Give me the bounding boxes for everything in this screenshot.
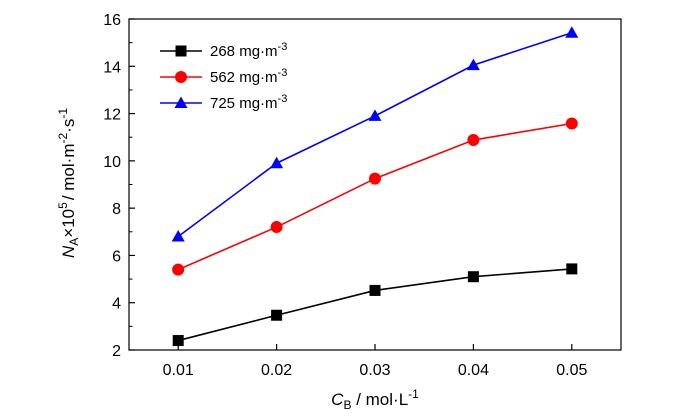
data-point — [369, 172, 381, 185]
x-label-sub: B — [343, 398, 351, 412]
x-tick-label: 0.04 — [458, 362, 489, 379]
data-point — [566, 263, 578, 275]
data-point — [467, 271, 479, 283]
x-label-italic: C — [331, 390, 344, 409]
y-label-sup3: -1 — [56, 108, 70, 119]
data-point — [172, 335, 184, 347]
data-point — [171, 230, 185, 242]
data-point — [270, 221, 283, 234]
data-point — [466, 58, 480, 71]
legend-label: 725 mg·m-3 — [210, 93, 287, 112]
x-tick-label: 0.01 — [163, 362, 194, 379]
data-point — [369, 284, 381, 296]
y-tick-label: 12 — [103, 107, 121, 124]
x-tick-label: 0.05 — [556, 362, 587, 379]
y-label-sup2: -2 — [56, 133, 70, 144]
x-axis-label: CB / mol·L-1 — [331, 387, 419, 412]
series-line — [178, 268, 572, 342]
y-tick-label: 4 — [112, 296, 121, 313]
y-label-sub: A — [67, 238, 81, 246]
y-tick-label: 14 — [103, 59, 121, 76]
y-tick-label: 2 — [112, 343, 121, 360]
legend-marker — [175, 71, 187, 83]
x-label-rest: / mol·L — [351, 390, 408, 409]
y-label-mid: ×10 — [59, 209, 78, 238]
y-tick-label: 10 — [103, 154, 121, 171]
legend-label: 268 mg·m-3 — [210, 41, 287, 60]
x-label-sup: -1 — [408, 387, 419, 401]
y-tick-label: 16 — [103, 12, 121, 29]
y-axis-label: NA×105/ mol·m-2·s-1 — [56, 108, 81, 258]
series-line — [177, 122, 572, 271]
y-label-sup1: 5 — [56, 202, 70, 209]
data-point — [565, 26, 579, 38]
legend-label: 562 mg·m-3 — [210, 67, 287, 86]
y-label-rest2: ·s — [59, 119, 78, 133]
y-label-italic: N — [59, 245, 78, 258]
legend-marker — [175, 45, 187, 57]
data-point — [467, 134, 480, 147]
x-tick-label: 0.02 — [261, 362, 292, 379]
y-tick-label: 6 — [112, 248, 121, 265]
data-point — [271, 309, 283, 321]
data-point — [368, 109, 382, 121]
data-point — [270, 156, 284, 169]
legend-marker — [174, 96, 188, 108]
series-line — [177, 31, 573, 238]
y-tick-label: 8 — [112, 201, 121, 218]
data-point — [565, 117, 578, 130]
y-label-rest1: / mol·m — [59, 144, 78, 201]
data-point — [172, 263, 185, 276]
x-tick-label: 0.03 — [359, 362, 390, 379]
